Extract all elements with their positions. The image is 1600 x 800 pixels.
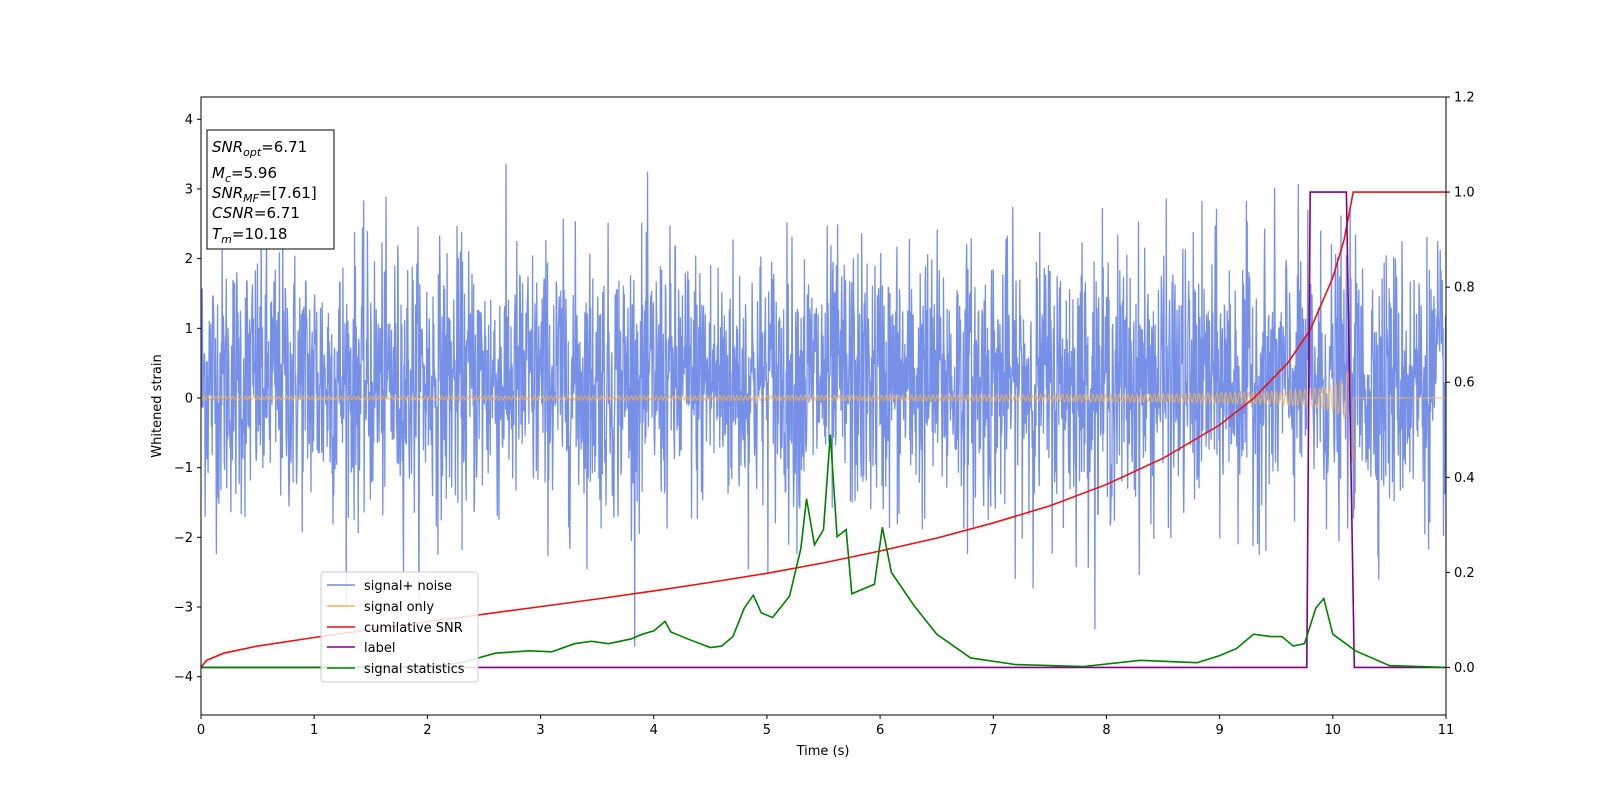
y2-tick-label: 0.8 (1454, 281, 1475, 296)
x-tick-label: 4 (650, 723, 658, 738)
y-tick-label: −3 (174, 601, 193, 616)
y2-tick-label: 0.2 (1454, 566, 1475, 581)
legend-label-cumulative-snr: cumilative SNR (364, 621, 463, 636)
x-tick-label: 8 (1102, 723, 1110, 738)
x-tick-label: 10 (1325, 723, 1342, 738)
y-tick-label: −4 (174, 670, 193, 685)
y2-tick-label: 0.4 (1454, 471, 1475, 486)
info-snr-opt: SNRopt=6.71 (212, 138, 307, 159)
y-tick-label: −2 (174, 531, 193, 546)
y2-tick-label: 0.6 (1454, 376, 1475, 391)
x-tick-label: 0 (197, 723, 205, 738)
y2-tick-label: 0.0 (1454, 661, 1475, 676)
series-label (201, 191, 1446, 669)
y-tick-label: 1 (185, 322, 193, 337)
info-box: SNRopt=6.71 Mc=5.96 SNRMF=[7.61] CSNR=6.… (206, 129, 335, 250)
legend-frame (320, 571, 479, 683)
legend: signal+ noise signal only cumilative SNR… (320, 571, 479, 683)
y-tick-label: −1 (174, 461, 193, 476)
x-tick-label: 11 (1438, 723, 1455, 738)
x-tick-label: 2 (423, 723, 431, 738)
info-csnr: CSNR=6.71 (212, 204, 300, 222)
series-signal-only (201, 369, 1446, 462)
x-tick-label: 5 (763, 723, 771, 738)
x-tick-label: 7 (989, 723, 997, 738)
x-axis-label: Time (s) (796, 744, 850, 759)
info-snr-mf: SNRMF=[7.61] (212, 184, 317, 205)
legend-label-signal-statistics: signal statistics (364, 662, 465, 677)
y2-tick-label: 1.2 (1454, 91, 1475, 106)
info-tm: Tm=10.18 (212, 225, 287, 246)
info-mc: Mc=5.96 (212, 164, 277, 185)
ticks-layer: 0 1 2 3 4 5 6 7 8 9 10 11 −4 −3 −2 −1 0 1 2 3 4 0.0 0.2 0.4 0.6 0… (174, 91, 1475, 739)
y-tick-label: 0 (185, 391, 193, 406)
y-tick-label: 2 (185, 252, 193, 267)
legend-label-label: label (364, 641, 395, 656)
series-signal-noise (201, 163, 1446, 647)
y-tick-label: 3 (185, 182, 193, 197)
x-tick-label: 3 (536, 723, 544, 738)
legend-label-signal-only: signal only (364, 600, 434, 615)
info-box-frame (206, 129, 335, 250)
x-tick-label: 1 (310, 723, 318, 738)
series-signal-statistics (201, 434, 1446, 669)
y2-tick-label: 1.0 (1454, 186, 1475, 201)
plot-frame (200, 96, 1447, 716)
legend-label-signal-noise: signal+ noise (364, 579, 452, 594)
x-tick-label: 6 (876, 723, 884, 738)
y-axis-label: Whitened strain (150, 354, 165, 457)
y-tick-label: 4 (185, 113, 193, 128)
x-tick-label: 9 (1215, 723, 1223, 738)
